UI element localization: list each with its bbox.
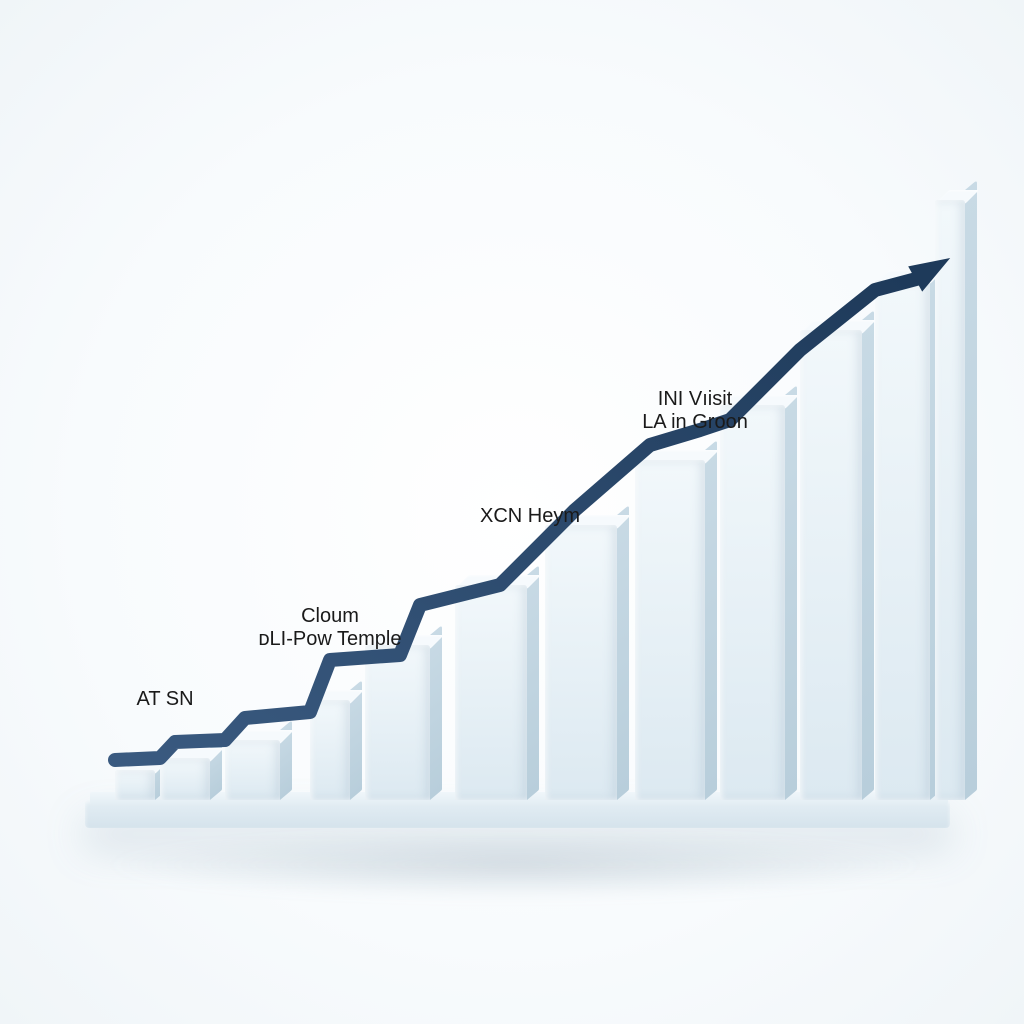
bar-6 <box>545 525 617 800</box>
chart-platform <box>85 800 950 828</box>
bar-3 <box>310 700 350 800</box>
bar-9 <box>800 330 862 800</box>
bar-5 <box>455 585 527 800</box>
bars-container <box>0 0 1024 800</box>
bar-0 <box>115 770 155 800</box>
bar-8 <box>720 405 785 800</box>
bar-1 <box>160 758 210 800</box>
chart-label-3: INI Vıisit LA in Groon <box>642 388 748 434</box>
growth-chart: AT SN Cloum ᴅLI-Pow Temple XCN Heym INI Vıi… <box>0 0 1024 1024</box>
bar-7 <box>635 460 705 800</box>
bar-10 <box>875 280 930 800</box>
chart-label-1: Cloum ᴅLI-Pow Temple <box>259 605 402 651</box>
bar-4 <box>365 645 430 800</box>
chart-label-0: AT SN <box>136 688 193 711</box>
chart-label-2: XCN Heym <box>480 505 580 528</box>
floor-shadow <box>100 830 930 900</box>
bar-2 <box>225 740 280 800</box>
bar-11 <box>935 200 965 800</box>
